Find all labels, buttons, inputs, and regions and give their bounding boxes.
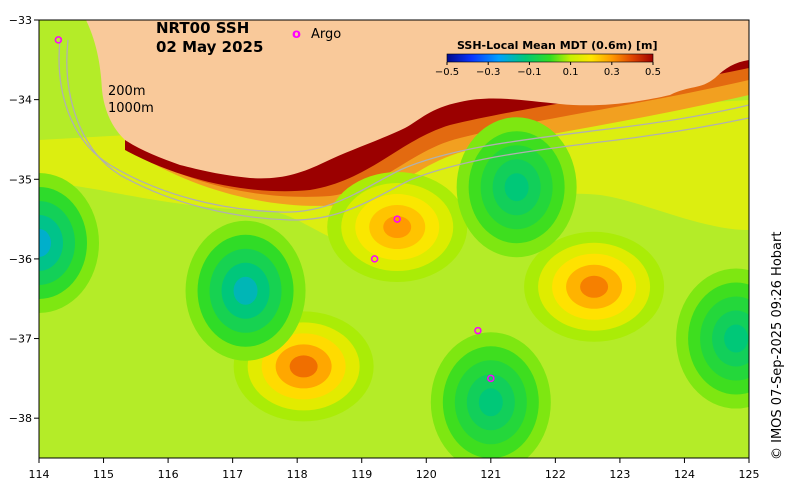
colorbar: SSH-Local Mean MDT (0.6m) [m] −0.5 −0.3 −0…: [435, 39, 661, 78]
x-tick-label-119: 119: [351, 468, 372, 481]
y-tick-label--34: −34: [9, 94, 32, 107]
argo-float-3: [487, 374, 495, 383]
eddy-low-114-level-4: [39, 228, 51, 257]
map-title-product: NRT00 SSH: [156, 19, 249, 37]
plot-frame: [38, 19, 750, 459]
argo-legend-symbol: o: [292, 27, 301, 42]
colorbar-tick-label-0.3: 0.3: [604, 67, 620, 78]
eddy-high-122.6-level-4: [580, 275, 609, 298]
x-tick-label-121: 121: [480, 468, 501, 481]
colorbar-tick-label--0.5: −0.5: [435, 67, 459, 78]
colorbar-tick-label--0.3: −0.3: [476, 67, 500, 78]
x-tick-label-115: 115: [93, 468, 114, 481]
contour-1000m: [66, 39, 749, 221]
y-tick-label--33: −33: [9, 14, 32, 27]
y-tick-label--37: −37: [9, 333, 32, 346]
contour-200m-label: 200m: [108, 84, 145, 99]
y-tick-label--35: −35: [9, 173, 32, 186]
eddy-low-124.8-level-4: [724, 324, 749, 353]
colorbar-gradient: [446, 53, 654, 63]
y-tick-label--36: −36: [9, 253, 32, 266]
eddy-low-117.2-level-4: [233, 276, 258, 305]
argo-float-layer: [54, 36, 495, 383]
eddy-layer: [39, 117, 749, 458]
plot-area: [39, 20, 749, 458]
eddy-low-121-level-4: [478, 388, 503, 417]
colorbar-ticks: −0.5 −0.3 −0.1 0.1 0.3 0.5: [435, 62, 661, 78]
eddy-high-118-level-4: [289, 355, 318, 378]
argo-float-1: [393, 215, 401, 223]
x-tick-label-124: 124: [674, 468, 695, 481]
colorbar-tick-label--0.1: −0.1: [517, 67, 541, 78]
colorbar-title: SSH-Local Mean MDT (0.6m) [m]: [457, 39, 657, 52]
x-tick-label-120: 120: [416, 468, 437, 481]
colorbar-tick-label-0.1: 0.1: [563, 67, 579, 78]
argo-float-4: [474, 326, 482, 335]
x-tick-label-116: 116: [158, 468, 179, 481]
x-axis: 114 115 116 117 118 119 120 121 122 123 124 125: [29, 458, 760, 481]
x-tick-label-122: 122: [545, 468, 566, 481]
eddy-low-121.4-level-4: [504, 173, 529, 202]
contour-1000m-label: 1000m: [108, 101, 154, 116]
x-tick-label-125: 125: [739, 468, 760, 481]
x-tick-label-123: 123: [609, 468, 630, 481]
x-tick-label-114: 114: [29, 468, 50, 481]
x-tick-label-117: 117: [222, 468, 243, 481]
x-tick-label-118: 118: [287, 468, 308, 481]
map-title-date: 02 May 2025: [156, 38, 263, 56]
y-tick-label--38: −38: [9, 412, 32, 425]
argo-legend-label: Argo: [311, 27, 341, 42]
argo-float-2: [370, 255, 379, 263]
imos-credit: © IMOS 07-Sep-2025 09:26 Hobart: [770, 232, 785, 460]
eddy-high-119.5-level-4: [383, 216, 412, 239]
colorbar-tick-label-0.5: 0.5: [645, 67, 661, 78]
y-axis: −33 −34 −35 −36 −37 −38: [9, 14, 39, 425]
argo-float-0: [54, 36, 63, 44]
